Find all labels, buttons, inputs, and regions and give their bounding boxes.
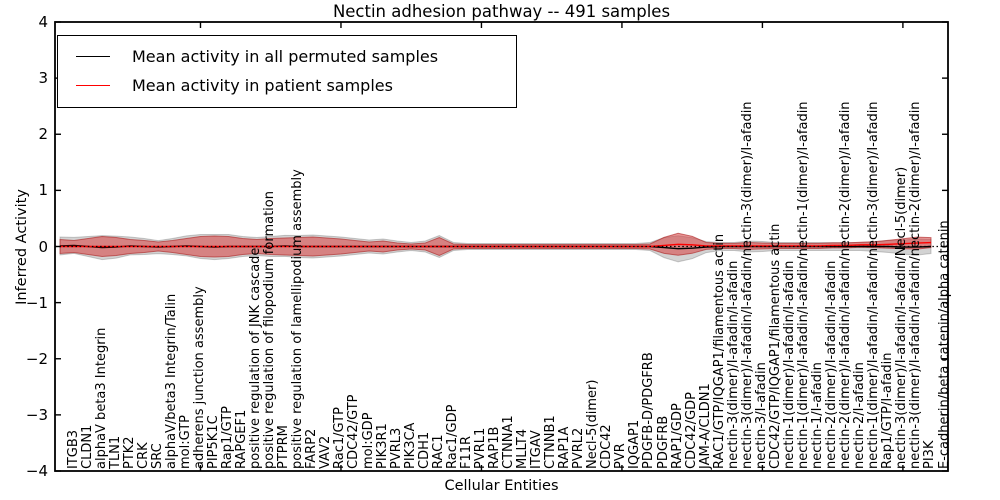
- x-tick-label: CDH1: [416, 431, 432, 469]
- y-tick-label: −2: [25, 349, 48, 368]
- x-tick-label: JAM-A/CLDN1: [697, 383, 713, 469]
- y-tick-label: 2: [38, 125, 48, 144]
- x-tick-label: CTNNA1: [501, 415, 516, 469]
- x-tick-label: PIP5K1C: [205, 415, 221, 469]
- x-tick-label: PDGFRB: [655, 415, 671, 469]
- x-tick-label: positive regulation of lamellipodium ass…: [290, 169, 306, 469]
- x-tick-label: PIK3CA: [402, 422, 418, 469]
- y-tick-label: 3: [38, 69, 48, 88]
- x-axis-label: Cellular Entities: [444, 478, 559, 494]
- x-tick-label: CTNNB1: [543, 415, 559, 469]
- x-tick-label: ITGB3: [65, 429, 81, 469]
- x-tick-label: Rac1/GDP: [444, 404, 460, 469]
- legend-label: Mean activity in patient samples: [132, 76, 393, 95]
- x-tick-label: IQGAP1: [627, 419, 643, 469]
- x-tick-label: CDC42/GDP: [683, 391, 699, 469]
- legend-label: Mean activity in all permuted samples: [132, 47, 439, 66]
- x-tick-label: F11R: [458, 435, 474, 469]
- chart-title: Nectin adhesion pathway -- 491 samples: [332, 2, 671, 21]
- x-tick-label: PVRL1: [472, 427, 488, 469]
- y-tick-label: 1: [38, 181, 48, 200]
- x-tick-label: VAV2: [318, 435, 334, 469]
- x-tick-label: PI3K: [922, 440, 938, 469]
- x-tick-label: CDC42/GTP: [346, 394, 362, 469]
- x-tick-label: RAP1B: [486, 426, 502, 469]
- x-tick-label: nectin-3(dimer)/I-afadin/I-afadin: [725, 260, 741, 469]
- x-tick-label: Rap1/GTP: [220, 405, 236, 469]
- y-tick-label: −3: [25, 405, 48, 424]
- x-tick-label: nectin-1(dimer)/I-afadin/I-afadin/nectin…: [796, 101, 812, 469]
- legend-entry-patient: Mean activity in patient samples: [68, 71, 506, 100]
- x-tick-label: nectin-2(dimer)/I-afadin/I-afadin/nectin…: [838, 101, 854, 469]
- permuted-line-swatch-icon: [76, 56, 110, 57]
- x-tick-label: alphaV/beta3 Integrin/Talin: [163, 293, 179, 469]
- x-tick-label: SRC: [149, 443, 165, 469]
- x-tick-label: nectin-1(dimer)/I-afadin/I-afadin/nectin…: [866, 101, 882, 469]
- x-tick-label: PDGFB-D/PDGFRB: [641, 352, 657, 469]
- x-tick-label: nectin-1/I-afadin: [810, 362, 826, 469]
- x-tick-label: nectin-3(dimer)/I-afadin/I-afadin/nectin…: [739, 101, 755, 469]
- x-tick-label: ITGAV: [529, 430, 545, 469]
- x-tick-label: RAC1/GTP/IQGAP1/filamentous actin: [711, 233, 727, 469]
- x-tick-label: Rac1/GTP: [332, 407, 348, 469]
- x-tick-label: TLN1: [107, 435, 123, 469]
- y-tick-label: −4: [25, 462, 48, 480]
- x-tick-label: nectin-3/I-afadin: [753, 362, 769, 469]
- y-tick-label: 4: [38, 13, 48, 31]
- x-tick-label: nectin-3(dimer)/I-afadin/I-afadin/Necl-5…: [894, 166, 910, 469]
- legend: Mean activity in all permuted samples Me…: [57, 35, 517, 108]
- patient-line-swatch-icon: [76, 85, 110, 86]
- x-tick-label: FARP2: [304, 428, 320, 469]
- x-tick-label: PVR: [613, 443, 629, 469]
- x-tick-label: PVRL3: [388, 427, 404, 469]
- x-tick-label: mol:GDP: [360, 412, 376, 469]
- x-tick-label: PVRL2: [571, 427, 587, 469]
- x-tick-label: nectin-2/I-afadin: [852, 362, 868, 469]
- x-tick-label: positive regulation of JNK cascade: [248, 247, 264, 469]
- y-tick-label: −1: [25, 293, 48, 312]
- x-tick-label: adherens junction assembly: [191, 286, 207, 469]
- legend-entry-permuted: Mean activity in all permuted samples: [68, 42, 506, 71]
- x-tick-label: CLDN1: [79, 424, 95, 469]
- x-tick-label: nectin-2(dimer)/I-afadin/I-afadin: [824, 260, 840, 469]
- x-tick-label: RAPGEF1: [234, 409, 250, 469]
- y-tick-label: 0: [38, 237, 48, 256]
- x-tick-label: CDC42: [599, 424, 615, 469]
- x-tick-label: PIK3R1: [374, 423, 390, 469]
- x-tick-label: MLLT4: [515, 428, 531, 469]
- x-tick-label: PTPRM: [276, 425, 292, 469]
- x-tick-label: RAC1: [430, 434, 446, 469]
- x-tick-label: CDC42/GTP/IQGAP1/filamentous actin: [767, 223, 783, 469]
- x-tick-label: CRK: [135, 442, 151, 469]
- x-tick-label: alphaV beta3 Integrin: [93, 327, 109, 469]
- x-tick-label: nectin-1(dimer)/I-afadin/I-afadin: [781, 260, 797, 469]
- x-tick-label: Necl-5(dimer): [585, 379, 601, 469]
- x-tick-label: nectin-3(dimer)/I-afadin/I-afadin/nectin…: [908, 101, 924, 469]
- x-tick-label: Rap1/GTP/I-afadin: [880, 352, 896, 469]
- x-tick-label: mol:GTP: [177, 415, 193, 469]
- x-tick-label: RAP1A: [557, 426, 573, 469]
- x-tick-label: PTK2: [121, 436, 137, 469]
- patient-spread-band: [59, 232, 932, 258]
- x-tick-label: RAP1/GDP: [669, 403, 685, 469]
- x-tick-label: positive regulation of filopodium format…: [262, 191, 278, 469]
- x-tick-label: E-cadherin/beta catenin/alpha catenin: [936, 220, 952, 469]
